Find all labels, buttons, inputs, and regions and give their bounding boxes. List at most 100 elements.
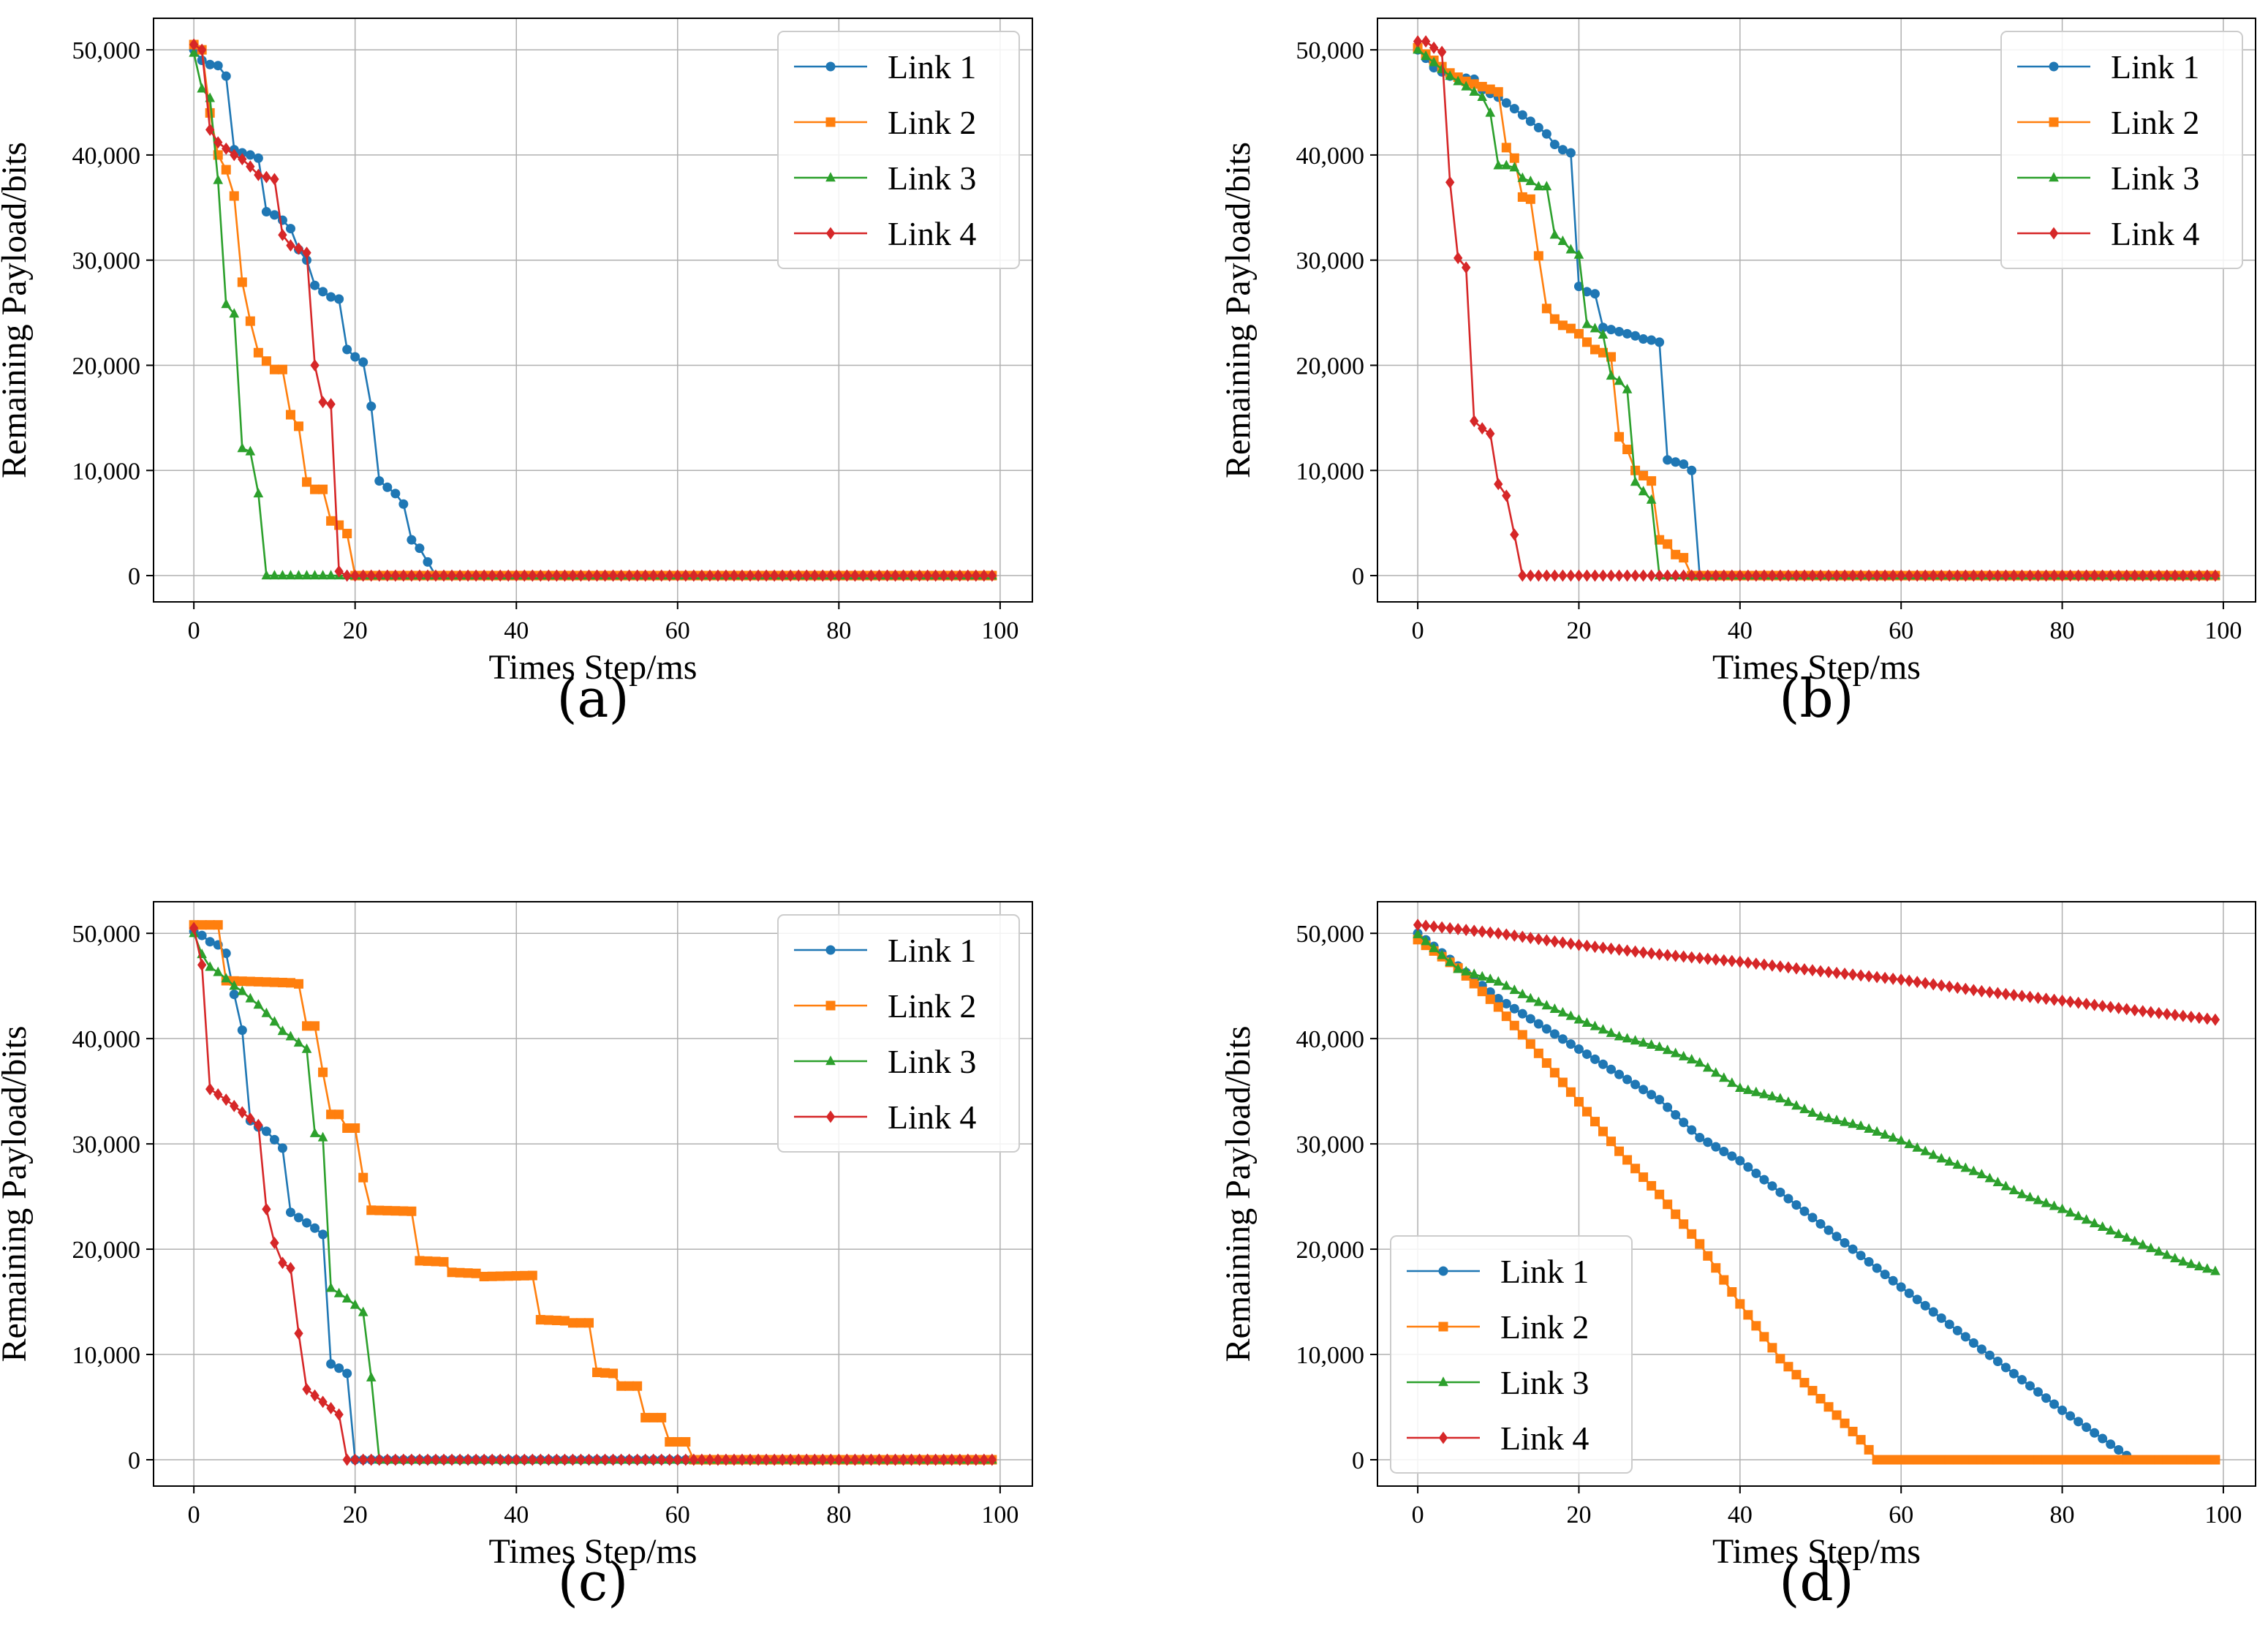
data-point xyxy=(1936,1313,1946,1323)
data-point xyxy=(293,1037,304,1047)
data-point xyxy=(213,966,224,976)
data-point xyxy=(528,1453,537,1466)
data-point xyxy=(1840,1237,1850,1248)
data-point xyxy=(254,168,263,181)
data-point xyxy=(237,985,248,995)
data-point xyxy=(583,1318,594,1328)
data-point xyxy=(366,1205,377,1215)
data-point xyxy=(826,569,836,582)
data-point xyxy=(2106,1000,2115,1014)
data-point xyxy=(221,71,231,81)
y-tick-label: 0 xyxy=(1352,1447,1364,1474)
data-point xyxy=(479,1272,489,1282)
data-point xyxy=(1727,1287,1737,1297)
data-point xyxy=(2202,569,2212,582)
data-point xyxy=(431,1256,441,1267)
legend-label: Link 4 xyxy=(888,1098,976,1136)
data-point xyxy=(1647,569,1656,582)
data-point xyxy=(1743,1084,1753,1094)
data-point xyxy=(1558,936,1568,949)
data-point xyxy=(374,476,385,486)
legend: Link 1 Link 2 Link 3 Link 4 xyxy=(1390,1235,1633,1474)
data-point xyxy=(1936,1153,1947,1163)
data-point xyxy=(1767,1181,1777,1191)
data-point xyxy=(1526,932,1535,944)
data-point xyxy=(2130,569,2139,582)
data-point xyxy=(657,1453,666,1466)
data-point xyxy=(189,47,199,57)
x-tick-label: 20 xyxy=(1566,1501,1591,1528)
data-point xyxy=(1775,569,1785,582)
legend-label: Link 4 xyxy=(1500,1420,1589,1457)
data-point xyxy=(2170,1455,2180,1465)
data-point xyxy=(1984,1455,1995,1465)
data-point xyxy=(1638,1037,1649,1047)
data-point xyxy=(1711,1263,1721,1273)
data-point xyxy=(592,1368,602,1378)
data-point xyxy=(1695,1132,1705,1142)
x-tick-label: 60 xyxy=(1889,617,1913,644)
data-point xyxy=(1542,569,1551,582)
data-point xyxy=(334,1109,344,1120)
legend-marker xyxy=(825,945,836,955)
legend-entry: Link 2 xyxy=(2017,104,2199,141)
data-point xyxy=(1695,1239,1705,1249)
data-point xyxy=(2090,1455,2100,1465)
data-point xyxy=(1719,1146,1729,1156)
data-point xyxy=(1864,970,1874,983)
data-point xyxy=(269,364,279,374)
data-point xyxy=(697,569,707,582)
data-point xyxy=(2082,1422,2092,1433)
data-point xyxy=(1751,569,1761,582)
data-point xyxy=(899,569,908,582)
data-point xyxy=(544,569,553,582)
data-point xyxy=(334,1408,344,1421)
data-point xyxy=(1864,1444,1874,1455)
data-point xyxy=(987,1453,997,1466)
data-point xyxy=(1573,249,1584,259)
data-point xyxy=(1872,1455,1882,1465)
data-point xyxy=(818,569,828,582)
data-point xyxy=(1896,1282,1906,1292)
data-point xyxy=(1437,63,1447,73)
data-point xyxy=(2073,1210,2084,1221)
data-point xyxy=(1565,1087,1576,1097)
data-point xyxy=(382,1205,393,1215)
data-point xyxy=(1751,1321,1761,1331)
data-point xyxy=(1832,1232,1842,1242)
data-point xyxy=(761,569,771,582)
data-point xyxy=(1783,1362,1793,1372)
data-point xyxy=(1518,569,1527,582)
data-point xyxy=(1525,176,1536,186)
data-point xyxy=(398,499,409,509)
data-point xyxy=(2016,1375,2027,1385)
data-point xyxy=(1856,569,1866,582)
data-point xyxy=(665,1437,675,1447)
data-point xyxy=(1566,937,1576,950)
data-point xyxy=(1622,445,1633,455)
legend-marker xyxy=(825,1000,836,1011)
data-point xyxy=(600,569,610,582)
data-point xyxy=(874,1453,884,1466)
data-point xyxy=(1647,335,1657,345)
data-point xyxy=(349,1299,360,1309)
data-point xyxy=(2130,1003,2139,1017)
legend-entry: Link 3 xyxy=(794,159,976,197)
data-point xyxy=(1775,1354,1785,1364)
x-tick-label: 0 xyxy=(188,1501,200,1528)
x-tick-label: 20 xyxy=(1566,617,1591,644)
data-point xyxy=(302,1383,311,1396)
data-point xyxy=(2169,1252,2180,1262)
data-point xyxy=(318,484,328,494)
data-point xyxy=(2008,1455,2019,1465)
data-point xyxy=(1525,194,1535,204)
data-point xyxy=(1606,1027,1617,1037)
data-point xyxy=(1807,964,1818,977)
data-point xyxy=(1646,494,1657,504)
data-point xyxy=(1775,1187,1785,1197)
data-point xyxy=(1897,973,1906,986)
data-point xyxy=(1823,1225,1834,1235)
data-point xyxy=(2033,1194,2044,1205)
data-point xyxy=(1655,1189,1665,1199)
data-point xyxy=(2138,1005,2147,1018)
